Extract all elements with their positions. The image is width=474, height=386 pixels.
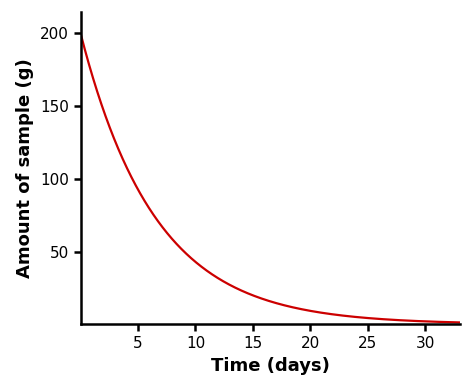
Y-axis label: Amount of sample (g): Amount of sample (g)	[16, 58, 34, 278]
X-axis label: Time (days): Time (days)	[211, 357, 329, 374]
